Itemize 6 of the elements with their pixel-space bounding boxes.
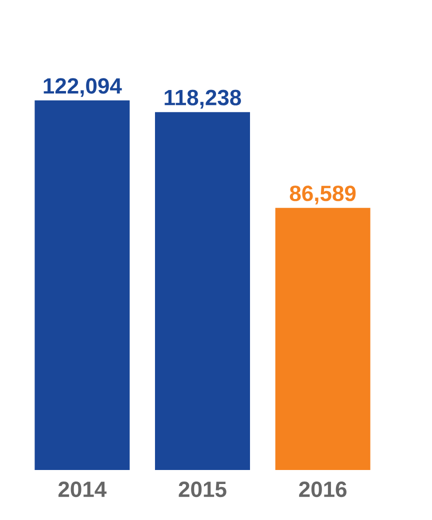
x-tick-label: 2016 (299, 482, 346, 498)
x-tick-label: 2014 (58, 482, 107, 498)
data-label: 86,589 (290, 186, 356, 204)
data-label: 118,238 (164, 90, 241, 109)
x-tick-label: 2015 (178, 482, 226, 498)
data-label: 122,094 (44, 78, 122, 97)
